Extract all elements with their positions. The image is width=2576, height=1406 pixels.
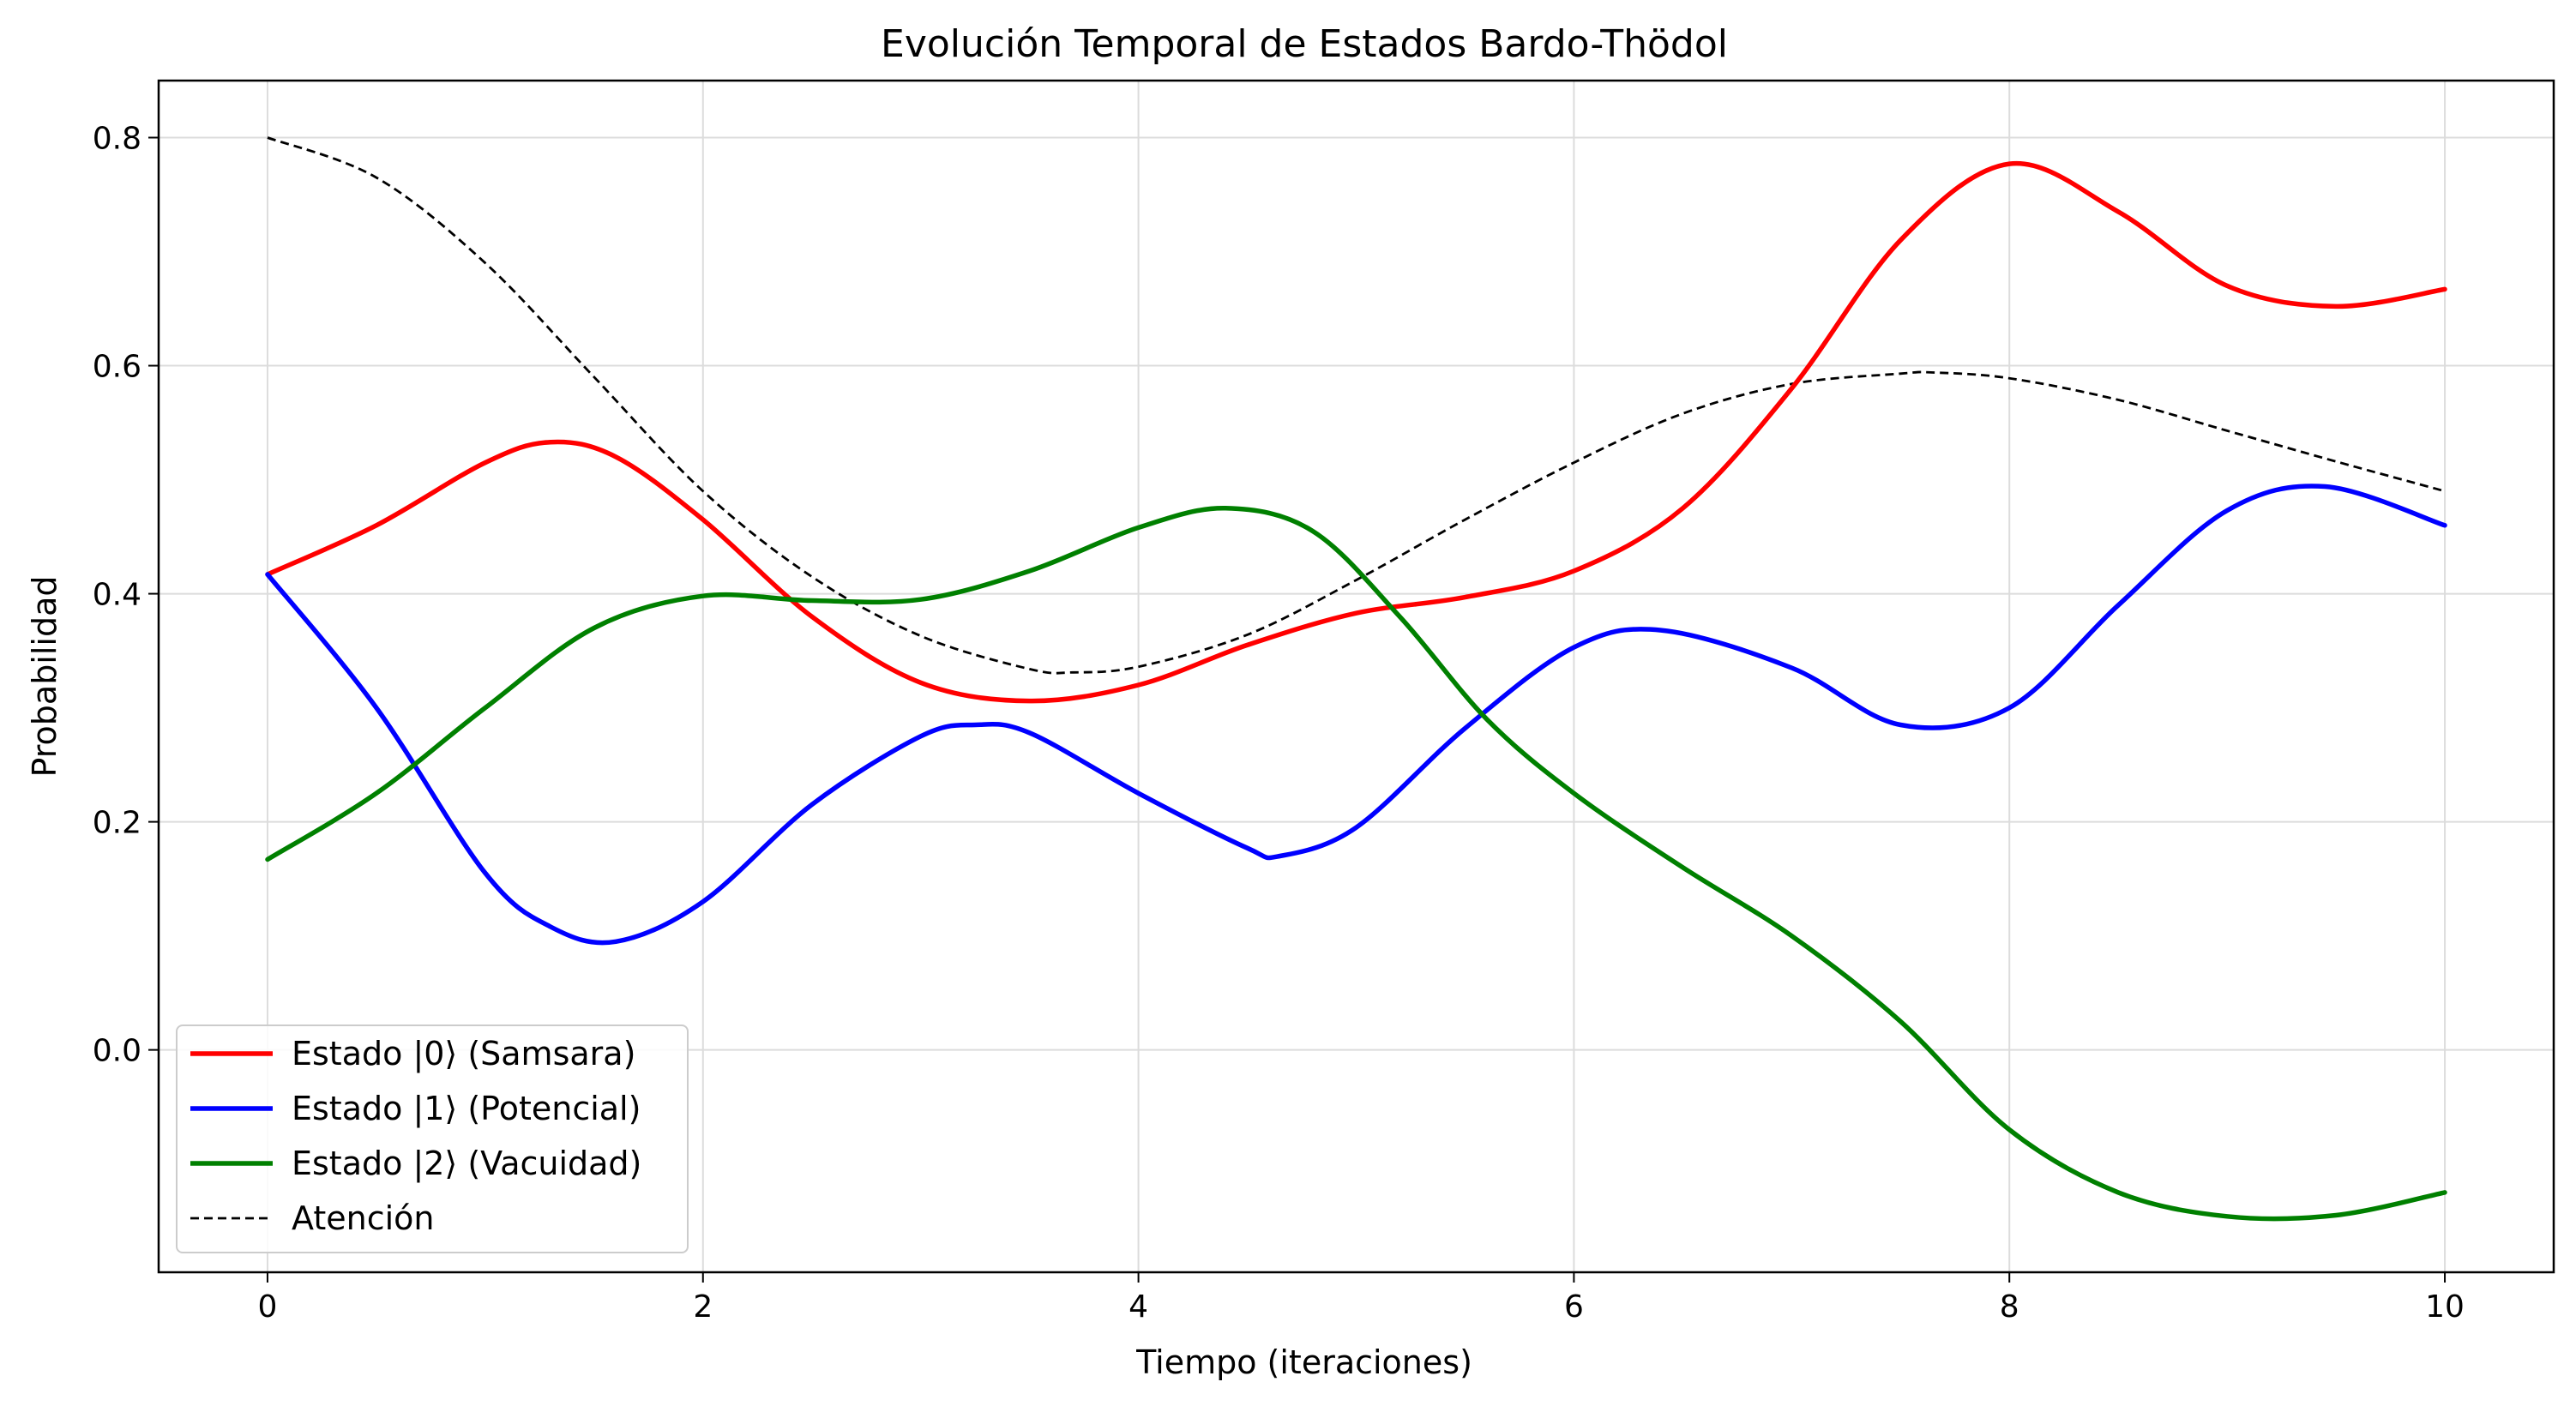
x-tick-label: 8	[2000, 1289, 2019, 1325]
x-tick-label: 2	[693, 1289, 713, 1325]
legend: Estado |0⟩ (Samsara) Estado |1⟩ (Potencia…	[176, 1024, 689, 1253]
y-axis-label: Probabilidad	[26, 575, 63, 777]
y-tick-label: 0.0	[93, 1034, 141, 1069]
series-layer	[265, 136, 2447, 1222]
grid	[159, 81, 2554, 1272]
y-tick-label: 0.8	[93, 122, 141, 157]
y-tick-label: 0.4	[93, 578, 141, 613]
legend-label-2: Estado |2⟩ (Vacuidad)	[292, 1145, 641, 1183]
y-tick-label: 0.2	[93, 806, 141, 841]
legend-label-0: Estado |0⟩ (Samsara)	[292, 1035, 635, 1073]
x-tick-label: 0	[258, 1289, 278, 1325]
x-tick-label: 4	[1129, 1289, 1148, 1325]
x-tick-label: 10	[2425, 1289, 2465, 1325]
series-line-2	[265, 506, 2447, 1222]
x-axis-ticks: 0 2 4 6 8 10	[258, 1272, 2465, 1325]
legend-label-3: Atención	[292, 1199, 434, 1237]
legend-box	[176, 1024, 689, 1253]
y-axis-ticks: 0.0 0.2 0.4 0.6 0.8	[93, 122, 159, 1069]
series-line-3	[267, 136, 2446, 675]
x-tick-label: 6	[1564, 1289, 1584, 1325]
legend-label-1: Estado |1⟩ (Potencial)	[292, 1090, 641, 1128]
series-line-0	[265, 160, 2447, 704]
plot-frame	[157, 79, 2555, 1274]
x-axis-label: Tiempo (iteraciones)	[1135, 1343, 1472, 1381]
y-tick-label: 0.6	[93, 350, 141, 385]
chart-title: Evolución Temporal de Estados Bardo-Thöd…	[881, 22, 1728, 66]
series-line-1	[265, 484, 2447, 946]
